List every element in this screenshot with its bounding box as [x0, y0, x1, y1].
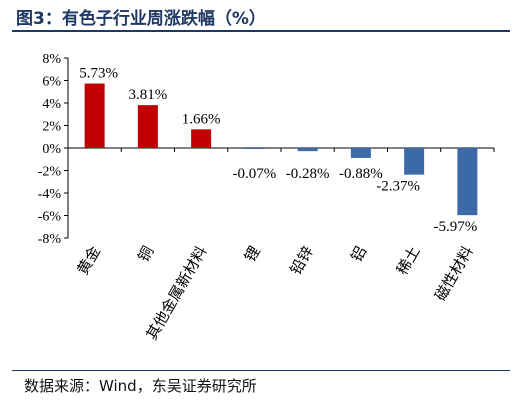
y-tick-label: 4% [42, 97, 61, 112]
chart-title: 图3：有色子行业周涨跌幅（%） [16, 9, 266, 29]
category-label-4: 锂 [241, 243, 264, 265]
category-label-6: 铝 [347, 243, 370, 265]
category-label-2: 铜 [134, 243, 157, 265]
chart-labels: 5.73%黄金3.81%铜1.66%其他金属新材料-0.07%锂-0.28%铅锌… [73, 66, 477, 343]
y-tick-label: -4% [38, 187, 62, 202]
bar-8 [457, 148, 478, 216]
bar-2 [137, 105, 158, 148]
data-label-2: 3.81% [129, 87, 168, 103]
category-label-1: 黄金 [73, 243, 104, 278]
y-tick-label: 6% [42, 75, 61, 90]
footer-rule [12, 370, 510, 371]
chart-axes: 8% 6% 4% 2% 0% -2% -4% -6% -8% [38, 52, 495, 247]
category-label-5: 铅锌 [286, 243, 317, 278]
y-tick-label: 0% [42, 142, 61, 157]
data-label-5: -0.28% [286, 166, 330, 182]
bar-3 [191, 129, 212, 148]
data-label-7: -2.37% [376, 179, 420, 195]
category-label-8: 磁性材料 [431, 243, 477, 304]
y-tick-label: -2% [38, 165, 62, 180]
data-label-3: 1.66% [182, 111, 221, 127]
chart-bars [84, 83, 478, 216]
bar-5 [297, 148, 318, 152]
bar-1 [84, 83, 105, 148]
y-tick-label: -6% [38, 210, 62, 225]
bar-4 [244, 148, 265, 149]
category-label-7: 稀土 [393, 243, 424, 278]
y-tick-label: 8% [42, 52, 61, 67]
data-label-8: -5.97% [434, 219, 478, 235]
data-label-4: -0.07% [233, 166, 277, 182]
title-rule [12, 30, 510, 32]
data-label-1: 5.73% [79, 66, 118, 82]
source-note: 数据来源：Wind，东吴证券研究所 [24, 377, 257, 395]
data-label-6: -0.88% [339, 166, 383, 182]
bar-6 [350, 148, 371, 158]
y-tick-label: -8% [38, 232, 62, 247]
y-tick-label: 2% [42, 120, 61, 135]
bar-7 [404, 148, 425, 175]
